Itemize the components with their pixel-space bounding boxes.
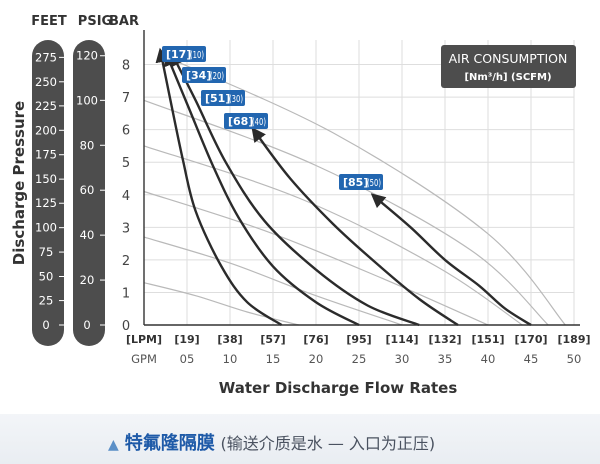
y-tick-label-bar: 0 [122, 319, 130, 334]
performance-curve [170, 51, 420, 327]
x-tick-label-gpm: GPM [131, 352, 157, 366]
curve-label-nm3h: [34] [186, 69, 211, 82]
curve-labels: [17](10) [34](20) [51](30) [68](40) [85](50) [162, 46, 383, 190]
feet-scale-tick-label: 175 [35, 148, 57, 162]
psig-scale-tick-label: 40 [80, 228, 95, 242]
performance-curve [370, 193, 532, 327]
y-tick-label-bar: 1 [122, 286, 130, 301]
feet-scale-tick-label: 75 [39, 245, 54, 259]
x-tick-label-gpm: 20 [309, 352, 324, 366]
curve-label-tag [224, 113, 268, 129]
x-tick-label-gpm: 30 [395, 352, 410, 366]
performance-curve [251, 127, 459, 327]
grid-lines [144, 40, 575, 325]
air-consumption-line [143, 145, 523, 326]
psig-scale-tick-label: 80 [80, 138, 95, 152]
psig-scale-tick-label: 0 [83, 318, 90, 332]
legend-box-bg [441, 45, 576, 88]
legend-box-title: AIR CONSUMPTION [449, 51, 568, 66]
curve-label-scfm: (10) [190, 50, 204, 61]
x-tick-label-lpm: [95] [346, 333, 371, 346]
psig-scale-tick-label: 20 [80, 273, 95, 287]
x-tick-label-lpm: [114] [385, 333, 418, 346]
x-tick-label-gpm: 10 [223, 352, 238, 366]
air-consumption-line [143, 282, 299, 326]
feet-scale-tick-label: 275 [35, 50, 57, 64]
curve-label-scfm: (30) [229, 94, 243, 105]
psig-scale-tick-label: 120 [76, 49, 98, 63]
x-tick-label-gpm: 50 [567, 352, 582, 366]
air-consumption-line [143, 236, 403, 326]
x-tick-label-lpm: [76] [303, 333, 328, 346]
feet-scale-tick-label: 250 [35, 75, 57, 89]
curve-label-scfm: (20) [210, 71, 224, 82]
curve-label-nm3h: [68] [228, 115, 253, 128]
x-axis-title: Water Discharge Flow Rates [219, 379, 458, 397]
curve-label-tag [182, 67, 226, 83]
x-tick-label-lpm: [189] [557, 333, 590, 346]
curve-label-nm3h: [85] [343, 176, 368, 189]
feet-scale-tick-label: 125 [35, 196, 57, 210]
x-tick-label-lpm: [38] [217, 333, 242, 346]
feet-scale-tick-label: 200 [35, 123, 57, 137]
psig-scale-tick-label: 100 [76, 93, 98, 107]
feet-scale-tick-label: 50 [39, 269, 54, 283]
y-tick-label-bar: 2 [122, 254, 130, 269]
performance-curve [155, 47, 283, 327]
x-tick-label-gpm: 25 [352, 352, 367, 366]
feet-scale-tick-label: 225 [35, 99, 57, 113]
psig-scale-bar [73, 40, 105, 346]
feet-scale-tick-label: 25 [39, 294, 54, 308]
curve-label-nm3h: [51] [205, 92, 230, 105]
x-tick-label-gpm: 45 [524, 352, 539, 366]
curve-label-tag [201, 90, 245, 106]
y-tick-label-bar: 4 [122, 189, 130, 204]
unit-header: PSIG [78, 14, 112, 29]
x-tick-label-lpm: [170] [514, 333, 547, 346]
curve-label-nm3h: [17] [166, 48, 191, 61]
curve-label-scfm: (40) [252, 117, 266, 128]
x-tick-label-gpm: 05 [180, 352, 195, 366]
caption-bar [0, 414, 600, 464]
y-tick-label-bar: 5 [122, 156, 130, 171]
x-tick-label-gpm: 40 [481, 352, 496, 366]
y-tick-label-bar: 8 [122, 59, 130, 74]
caption: ▲ 特氟隆隔膜 (输送介质是水 — 入口为正压) [108, 429, 435, 455]
x-tick-label-gpm: 35 [438, 352, 453, 366]
triangle-icon: ▲ [108, 437, 119, 453]
caption-sub: (输送介质是水 — 入口为正压) [220, 434, 436, 453]
x-tick-label-lpm: [151] [471, 333, 504, 346]
y-tick-label-bar: 7 [122, 91, 130, 106]
curve-label-scfm: (50) [367, 178, 381, 189]
unit-header: FEET [31, 14, 67, 29]
psig-scale-tick-label: 60 [80, 183, 95, 197]
x-tick-label-lpm: [LPM] [126, 333, 162, 346]
legend-box-unit: [Nm³/h] (SCFM) [464, 72, 551, 83]
feet-scale-tick-label: 0 [42, 318, 49, 332]
curve-label-tag [162, 46, 206, 62]
feet-scale-tick-label: 150 [35, 172, 57, 186]
unit-header: BAR [109, 14, 139, 29]
performance-curve [164, 51, 360, 327]
air-consumption-box: AIR CONSUMPTION [Nm³/h] (SCFM) [441, 45, 576, 88]
y-tick-label-bar: 6 [122, 124, 130, 139]
x-tick-label-lpm: [57] [260, 333, 285, 346]
x-tick-label-lpm: [19] [174, 333, 199, 346]
caption-main: 特氟隆隔膜 [124, 433, 215, 454]
feet-scale-tick-label: 100 [35, 221, 57, 235]
air-consumption-line [160, 54, 566, 326]
flow-curves [155, 47, 532, 327]
y-tick-label-bar: 3 [122, 221, 130, 236]
feet-scale-bar [32, 40, 64, 346]
curve-label-tag [339, 174, 383, 190]
x-tick-label-gpm: 15 [266, 352, 281, 366]
x-tick-label-lpm: [132] [428, 333, 461, 346]
y-axis-title: Discharge Pressure [10, 101, 28, 265]
unit-scale-bars: FEET PSIGBAR02550751001251501752002252502… [31, 14, 139, 346]
